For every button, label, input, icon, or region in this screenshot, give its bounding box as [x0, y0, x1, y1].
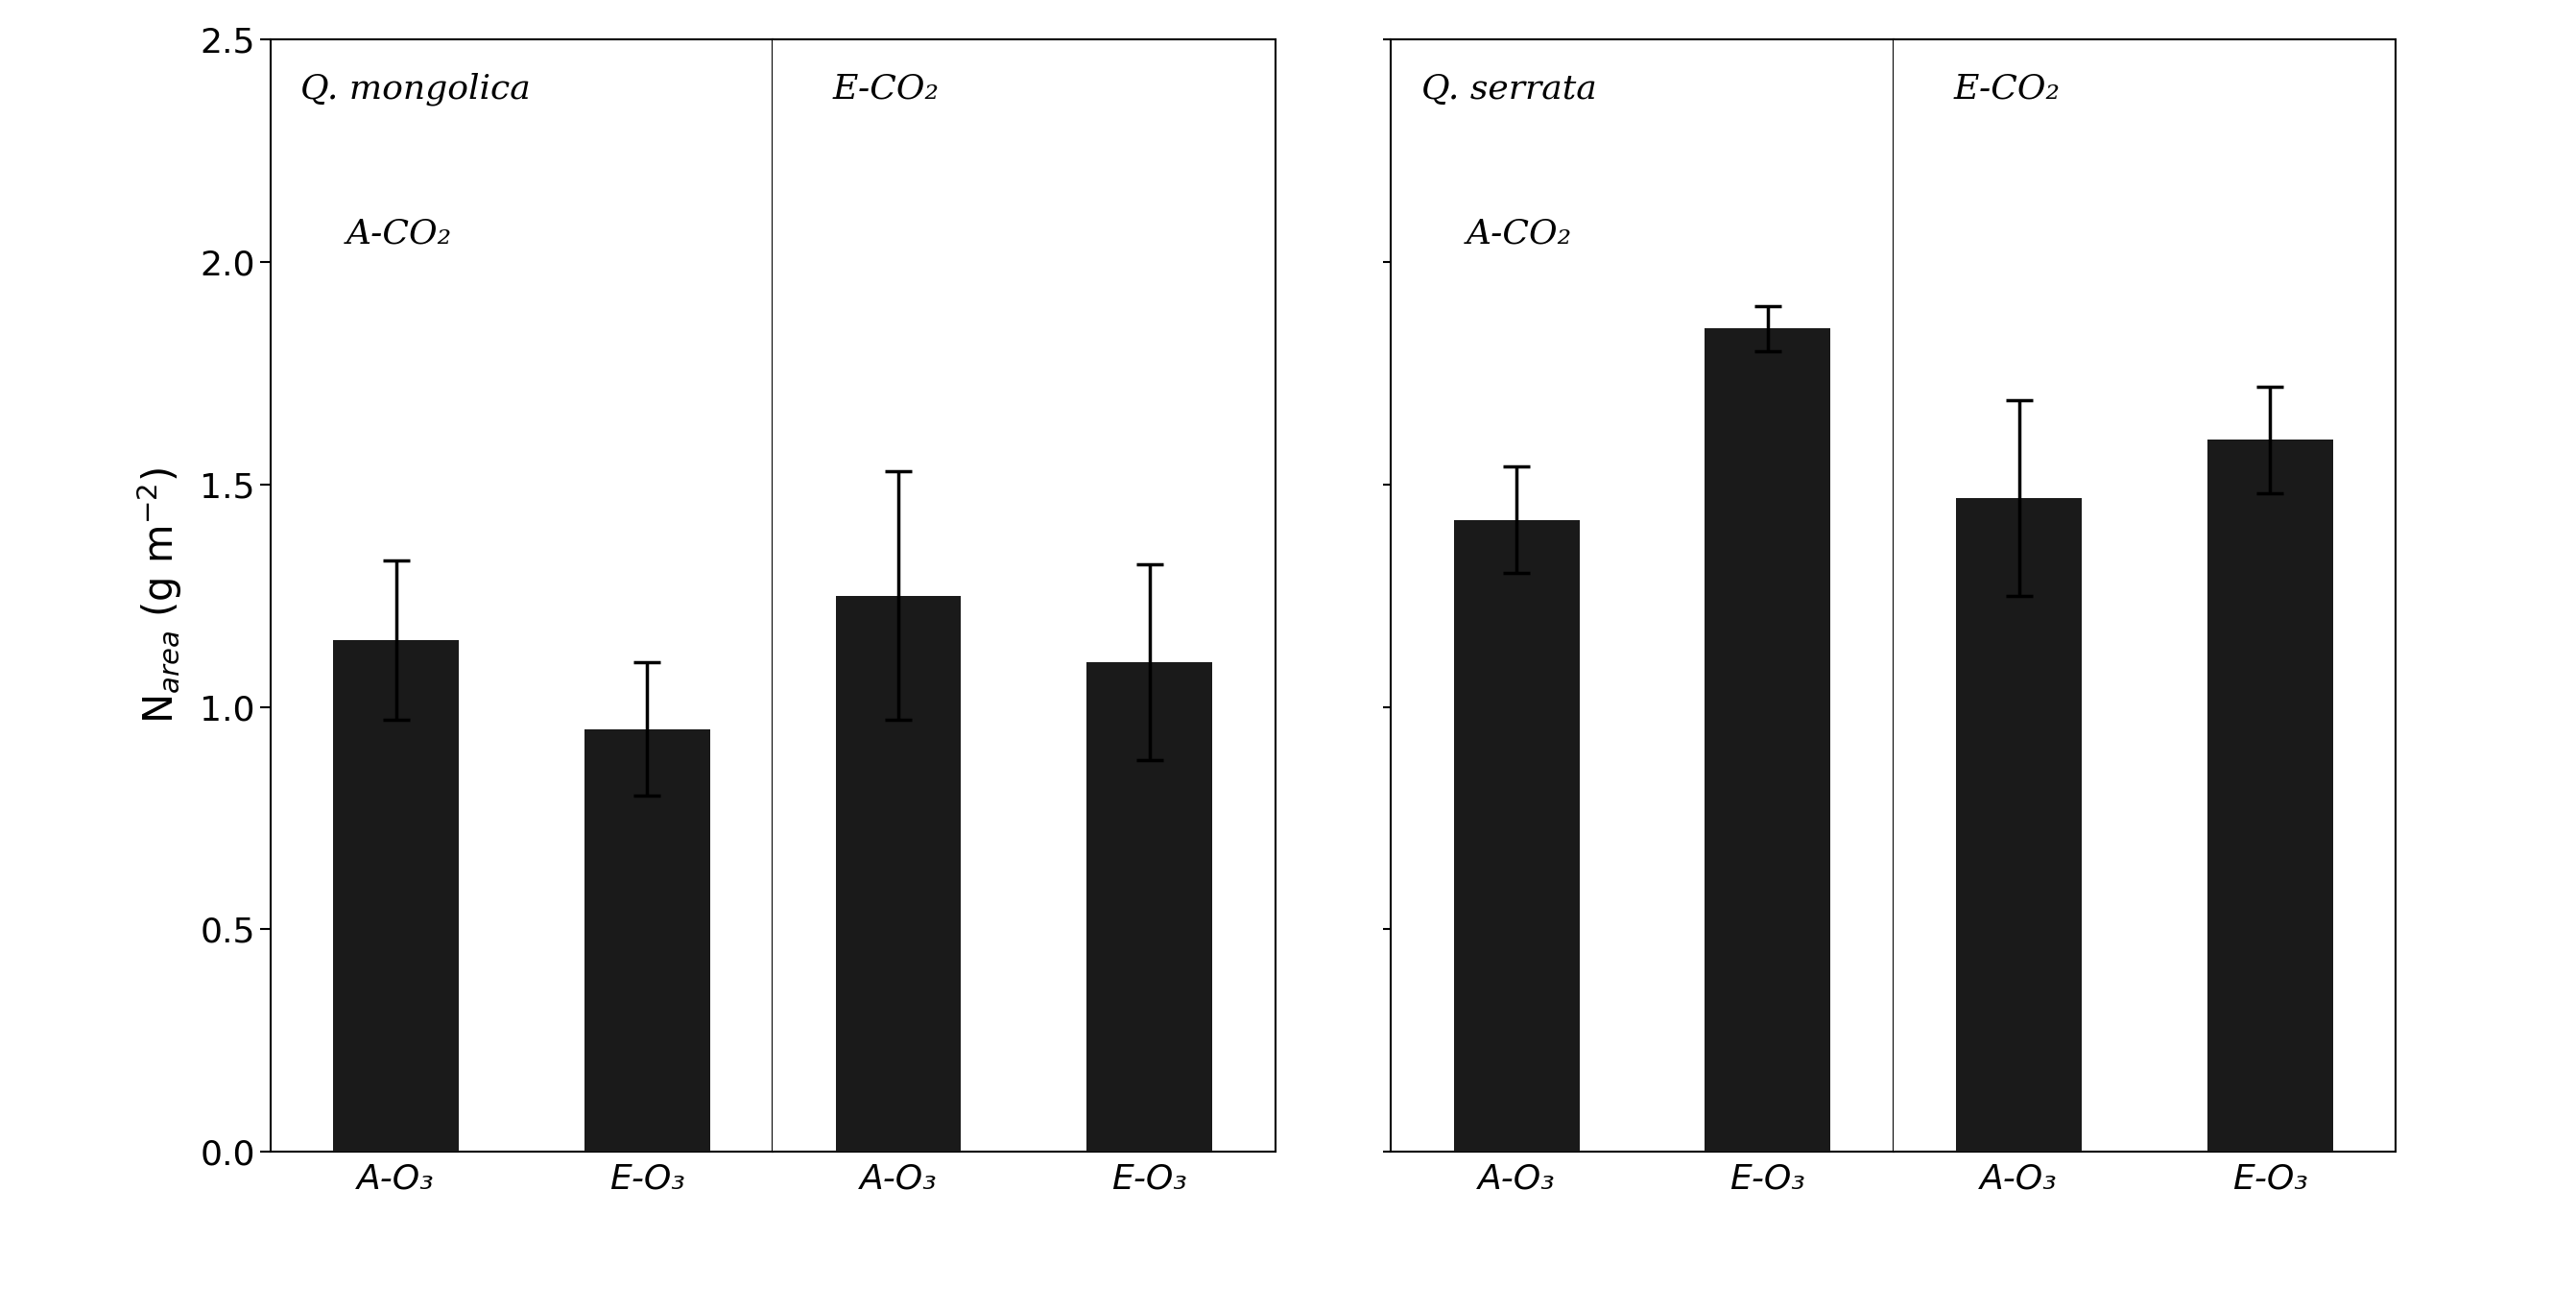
Text: A-CO₂: A-CO₂ [345, 217, 451, 250]
Bar [835, 596, 961, 1152]
Text: Q. serrata: Q. serrata [1422, 72, 1597, 105]
Bar [1453, 520, 1579, 1152]
Text: E-CO₂: E-CO₂ [1953, 72, 2061, 105]
Bar [332, 640, 459, 1152]
Bar [1705, 329, 1832, 1152]
Y-axis label: N$_{area}$ (g m$^{-2}$): N$_{area}$ (g m$^{-2}$) [134, 467, 183, 724]
Text: E-CO₂: E-CO₂ [832, 72, 940, 105]
Text: A-CO₂: A-CO₂ [1466, 217, 1571, 250]
Bar [585, 729, 711, 1152]
Bar [1087, 662, 1213, 1152]
Bar [1955, 497, 2081, 1152]
Bar [2208, 440, 2334, 1152]
Text: Q. mongolica: Q. mongolica [301, 72, 531, 106]
